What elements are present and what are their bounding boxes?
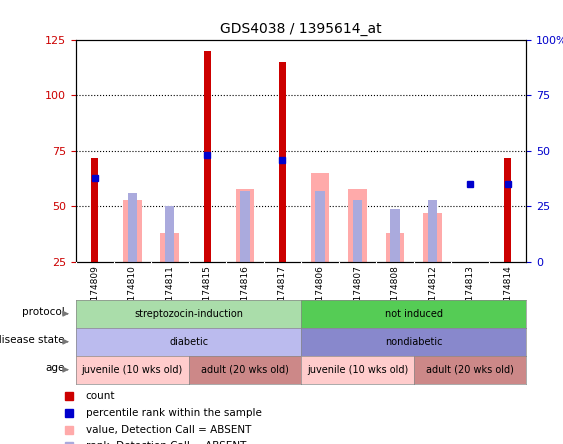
Text: GSM174812: GSM174812 xyxy=(428,265,437,320)
Text: protocol: protocol xyxy=(21,307,64,317)
Bar xyxy=(123,200,142,262)
Text: GSM174814: GSM174814 xyxy=(503,265,512,320)
Bar xyxy=(315,191,324,262)
Text: GSM174816: GSM174816 xyxy=(240,265,249,320)
Text: GSM174807: GSM174807 xyxy=(353,265,362,320)
Text: not induced: not induced xyxy=(385,309,443,319)
Bar xyxy=(240,191,249,262)
Text: juvenile (10 wks old): juvenile (10 wks old) xyxy=(82,365,183,375)
Text: GSM174817: GSM174817 xyxy=(278,265,287,320)
Text: value, Detection Call = ABSENT: value, Detection Call = ABSENT xyxy=(86,425,251,435)
Bar xyxy=(386,233,404,262)
Bar xyxy=(91,158,99,262)
Bar xyxy=(353,200,362,262)
Bar xyxy=(204,51,211,262)
Title: GDS4038 / 1395614_at: GDS4038 / 1395614_at xyxy=(220,22,382,36)
Bar xyxy=(348,189,367,262)
Bar xyxy=(235,189,254,262)
Bar xyxy=(423,213,442,262)
Text: disease state: disease state xyxy=(0,335,64,345)
Text: GSM174811: GSM174811 xyxy=(166,265,175,320)
Text: nondiabetic: nondiabetic xyxy=(385,337,443,347)
Text: GSM174813: GSM174813 xyxy=(466,265,475,320)
Bar xyxy=(391,209,400,262)
Bar xyxy=(128,193,137,262)
Bar xyxy=(428,200,437,262)
Text: rank, Detection Call = ABSENT: rank, Detection Call = ABSENT xyxy=(86,441,246,444)
Bar xyxy=(160,233,179,262)
Bar xyxy=(311,173,329,262)
Text: count: count xyxy=(86,392,115,401)
Text: streptozocin-induction: streptozocin-induction xyxy=(134,309,243,319)
Text: GSM174810: GSM174810 xyxy=(128,265,137,320)
Text: GSM174808: GSM174808 xyxy=(391,265,400,320)
Text: diabetic: diabetic xyxy=(169,337,208,347)
Text: adult (20 wks old): adult (20 wks old) xyxy=(426,365,514,375)
Bar xyxy=(279,62,286,262)
Text: adult (20 wks old): adult (20 wks old) xyxy=(201,365,289,375)
Text: percentile rank within the sample: percentile rank within the sample xyxy=(86,408,261,418)
Bar xyxy=(166,206,175,262)
Bar xyxy=(504,158,511,262)
Text: juvenile (10 wks old): juvenile (10 wks old) xyxy=(307,365,408,375)
Text: GSM174815: GSM174815 xyxy=(203,265,212,320)
Text: GSM174806: GSM174806 xyxy=(315,265,324,320)
Text: age: age xyxy=(45,363,64,373)
Text: GSM174809: GSM174809 xyxy=(90,265,99,320)
